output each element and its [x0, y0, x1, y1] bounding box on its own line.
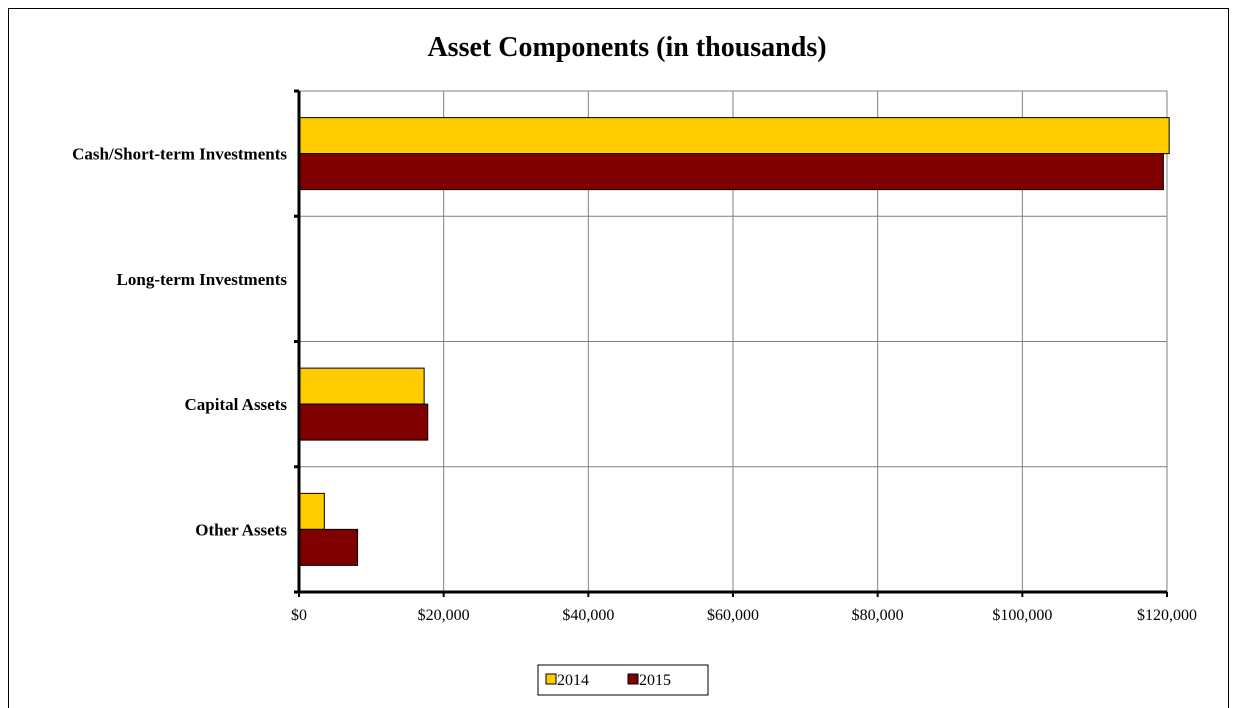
x-tick-labels: $0 $20,000 $40,000 $60,000 $80,000 $100,000 $1…: [291, 607, 1197, 624]
category-label: Other Assets: [195, 520, 287, 539]
category-labels: Cash/Short-term Investments Long-term Inv…: [72, 145, 287, 540]
x-tick-label: $100,000: [992, 607, 1052, 624]
category-label: Cash/Short-term Investments: [72, 145, 287, 164]
x-tick-label: $120,000: [1137, 607, 1197, 624]
category-label: Capital Assets: [185, 395, 288, 414]
legend-swatch-2015: [627, 673, 639, 685]
bar-2014: [298, 367, 425, 405]
legend-box: [537, 664, 709, 696]
bar-2014: [298, 117, 1170, 155]
axes: [294, 89, 1168, 597]
legend-label-2014: 2014: [557, 672, 589, 689]
x-tick-label: $20,000: [418, 607, 470, 624]
bar-2014: [298, 492, 325, 530]
x-tick-label: $0: [291, 607, 307, 624]
bar-2015: [298, 528, 359, 566]
bar-2015: [298, 403, 429, 441]
legend-label-2015: 2015: [639, 672, 671, 689]
category-label: Long-term Investments: [117, 270, 288, 289]
x-tick-label: $60,000: [707, 607, 759, 624]
chart-title: Asset Components (in thousands): [427, 32, 826, 63]
x-tick-label: $80,000: [852, 607, 904, 624]
bar-2015: [298, 153, 1164, 191]
legend: 2014 2015: [537, 664, 709, 696]
chart-frame: [8, 8, 1229, 708]
x-tick-label: $40,000: [562, 607, 614, 624]
legend-swatch-2014: [545, 673, 557, 685]
